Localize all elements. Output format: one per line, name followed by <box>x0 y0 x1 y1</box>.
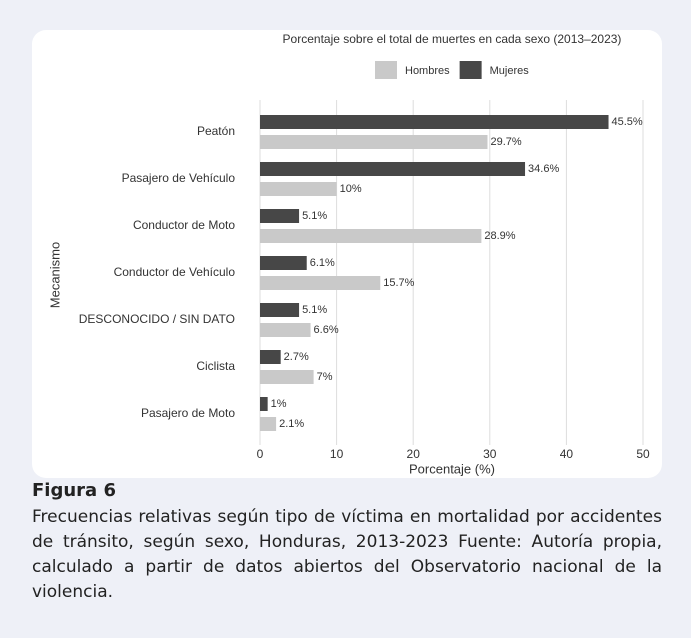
bar <box>260 370 314 384</box>
bar <box>260 323 311 337</box>
legend-label: Hombres <box>405 65 450 77</box>
legend-swatch <box>459 61 482 79</box>
bar <box>260 209 300 223</box>
bar <box>260 256 307 270</box>
value-label: 28.9% <box>484 230 515 242</box>
y-tick-label: Pasajero de Vehículo <box>122 171 236 185</box>
value-label: 7% <box>317 371 333 383</box>
figure-caption: Figura 6 Frecuencias relativas según tip… <box>32 480 662 605</box>
value-label: 45.5% <box>612 116 643 128</box>
value-label: 10% <box>340 183 362 195</box>
y-tick-label: Peatón <box>197 124 235 138</box>
figure-label: Figura 6 <box>32 480 116 501</box>
legend-label: Mujeres <box>490 65 530 77</box>
bar <box>260 182 337 196</box>
bar <box>260 162 526 176</box>
value-label: 34.6% <box>528 163 559 175</box>
x-tick-label: 10 <box>330 447 344 461</box>
y-tick-label: DESCONOCIDO / SIN DATO <box>79 312 235 326</box>
value-label: 5.1% <box>302 210 327 222</box>
chart-title: Porcentaje sobre el total de muertes en … <box>283 32 622 46</box>
y-tick-label: Ciclista <box>196 359 235 373</box>
bar <box>260 229 482 243</box>
y-tick-label: Conductor de Vehículo <box>114 265 236 279</box>
value-label: 6.1% <box>310 257 335 269</box>
bar <box>260 135 488 149</box>
bar <box>260 397 268 411</box>
x-tick-label: 30 <box>483 447 497 461</box>
legend-swatch <box>375 61 397 79</box>
x-tick-label: 40 <box>560 447 574 461</box>
bar <box>260 417 277 431</box>
chart: Porcentaje sobre el total de muertes en … <box>32 30 662 478</box>
x-tick-label: 20 <box>407 447 421 461</box>
x-axis-label: Porcentaje (%) <box>409 461 495 476</box>
bar <box>260 276 381 290</box>
value-label: 5.1% <box>302 304 327 316</box>
y-tick-label: Pasajero de Moto <box>141 406 235 420</box>
chart-card <box>32 30 662 478</box>
figure-text: Frecuencias relativas según tipo de víct… <box>32 507 662 602</box>
bar <box>260 350 281 364</box>
value-label: 15.7% <box>383 277 414 289</box>
y-axis-label: Mecanismo <box>47 242 62 308</box>
value-label: 2.1% <box>279 418 304 430</box>
value-label: 1% <box>271 398 287 410</box>
x-tick-label: 50 <box>636 447 650 461</box>
value-label: 2.7% <box>284 351 309 363</box>
x-tick-label: 0 <box>257 447 264 461</box>
bar <box>260 115 609 129</box>
bar <box>260 303 300 317</box>
value-label: 6.6% <box>314 324 339 336</box>
value-label: 29.7% <box>491 136 522 148</box>
y-tick-label: Conductor de Moto <box>133 218 235 232</box>
